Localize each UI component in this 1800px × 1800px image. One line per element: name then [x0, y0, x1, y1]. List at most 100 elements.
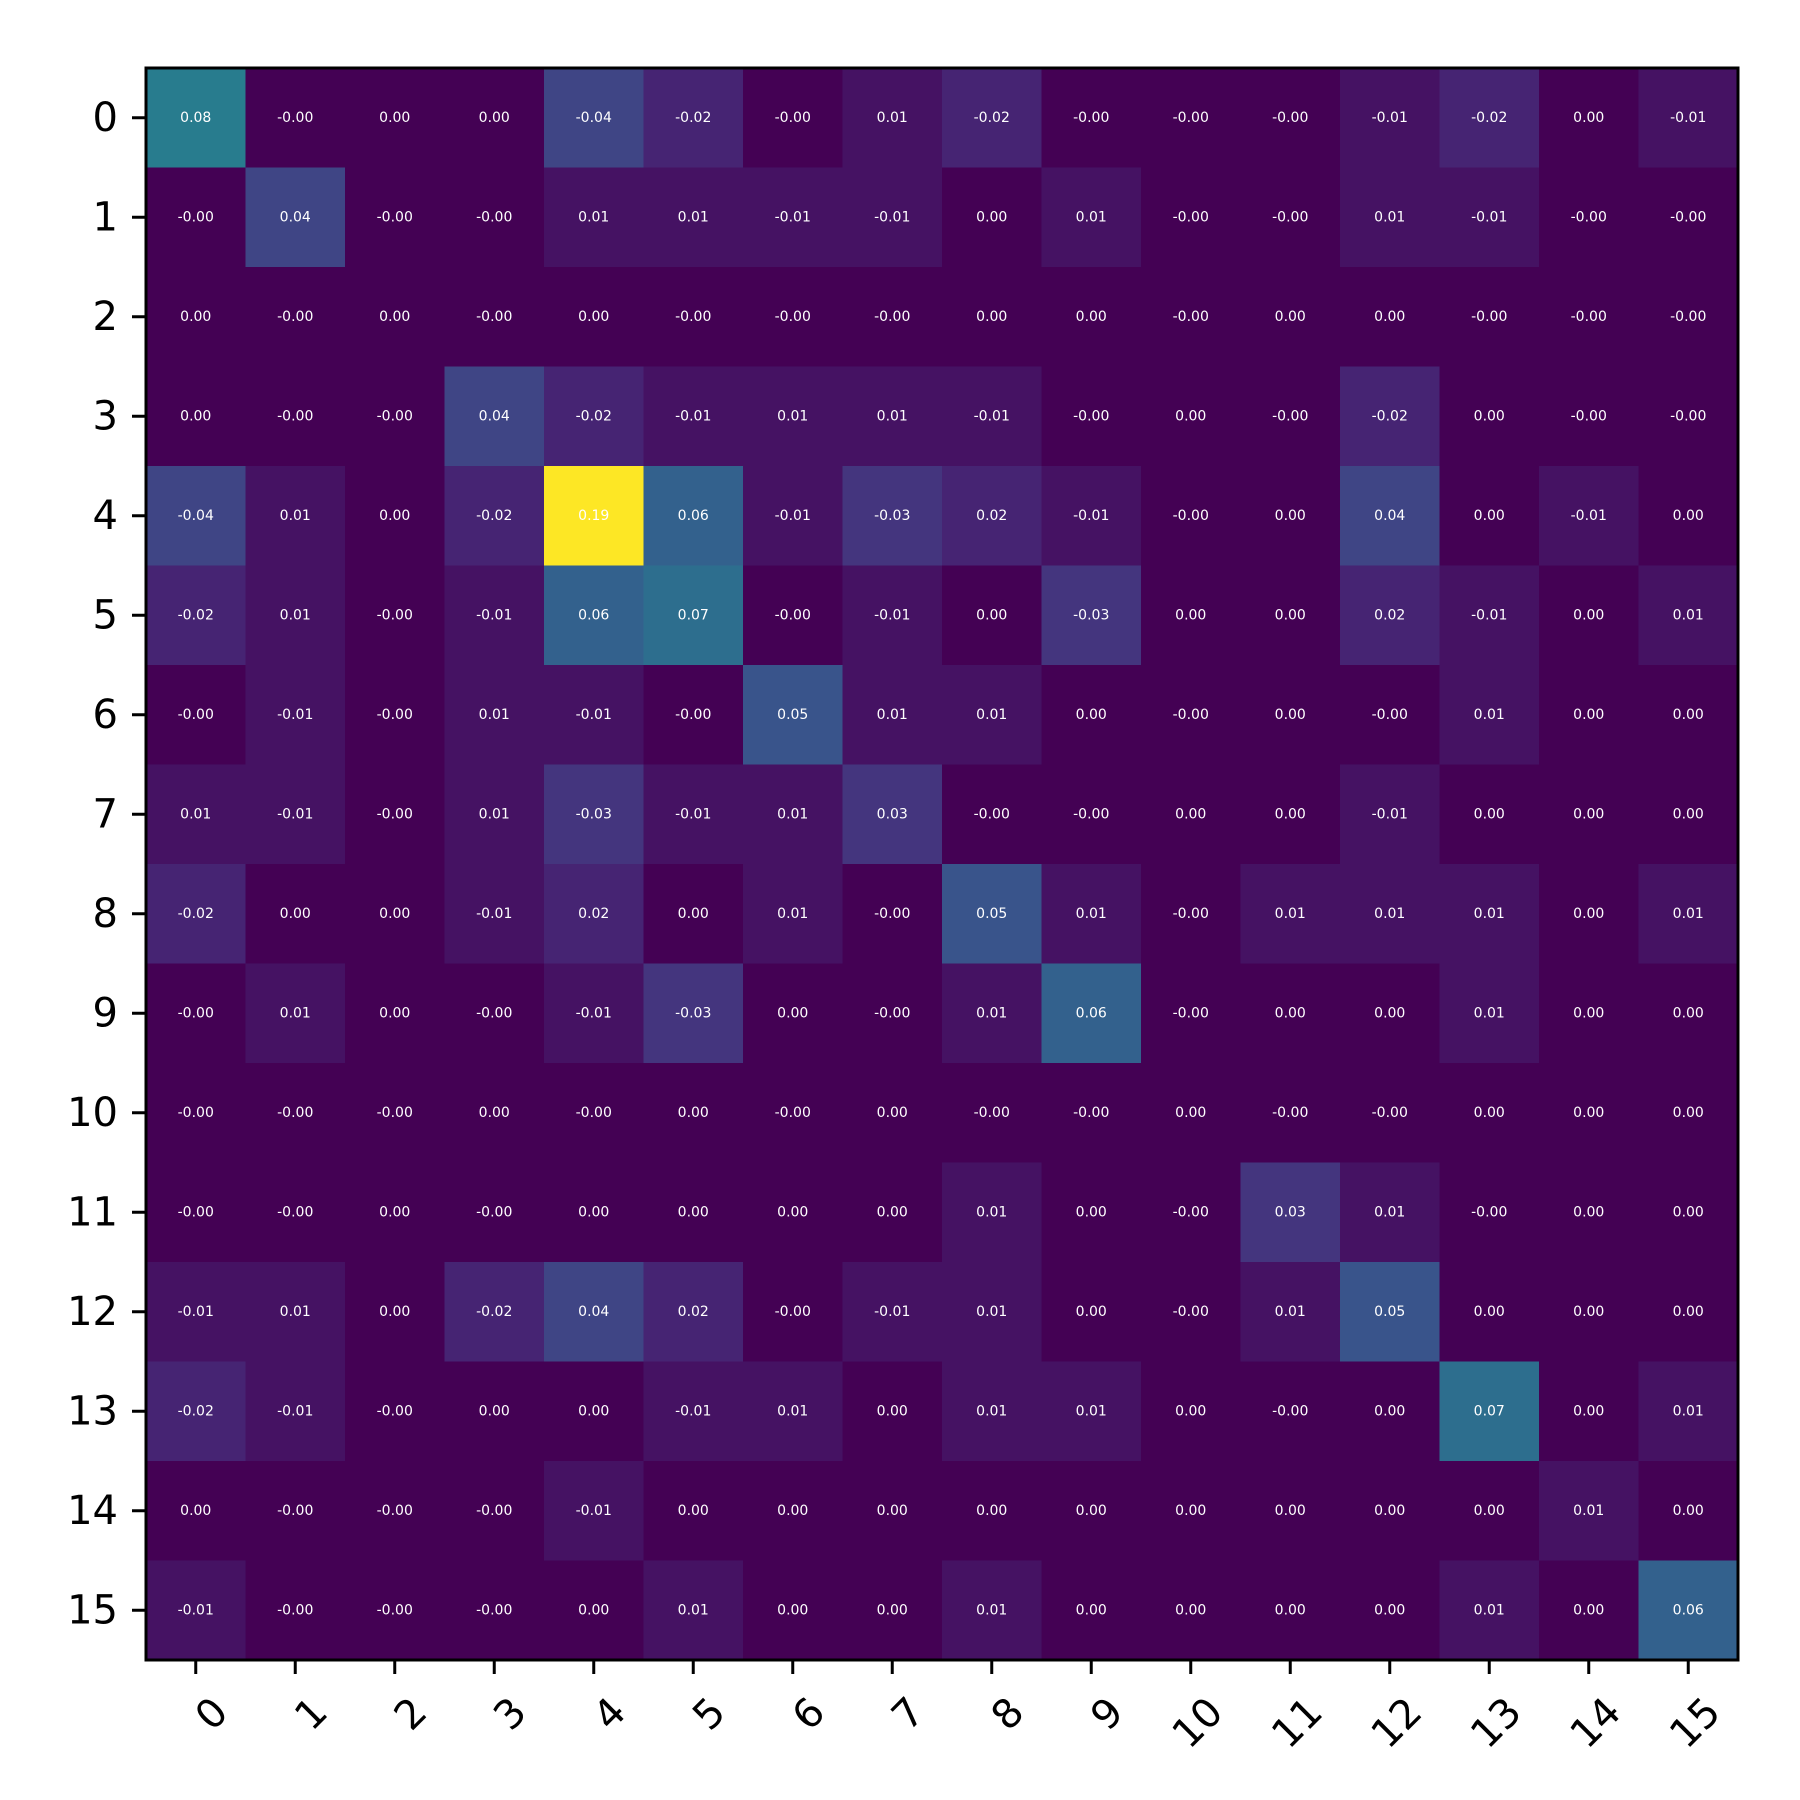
cell-value-label: -0.00	[476, 209, 512, 225]
heatmap-cell-r5-c1	[245, 565, 346, 666]
heatmap-cell-r6-c0	[146, 665, 246, 765]
heatmap-cell-r7-c2	[345, 764, 445, 865]
heatmap-cell-r11-c11	[1240, 1162, 1341, 1263]
cell-value-label: -0.00	[1173, 707, 1209, 723]
heatmap-cell-r2-c2	[345, 267, 445, 367]
heatmap-cell-r7-c8	[942, 764, 1042, 865]
heatmap-cell-r6-c15	[1638, 665, 1739, 765]
heatmap-cell-r9-c1	[245, 963, 346, 1064]
heatmap-cell-r14-c9	[1041, 1461, 1142, 1561]
heatmap-cell-r6-c2	[345, 665, 445, 765]
cell-value-label: 0.06	[678, 508, 709, 524]
cell-value-label: -0.00	[675, 707, 711, 723]
heatmap-cell-r13-c11	[1240, 1361, 1341, 1462]
cell-value-label: -0.00	[277, 1105, 313, 1121]
heatmap-cell-r11-c0	[146, 1162, 246, 1263]
x-tick-label: 11	[1263, 1689, 1332, 1758]
x-tick-label: 5	[684, 1689, 735, 1740]
heatmap-cell-r1-c9	[1041, 167, 1142, 268]
heatmap-cell-r14-c8	[942, 1461, 1042, 1561]
cell-value-label: 0.08	[180, 110, 211, 126]
cell-value-label: 0.00	[1673, 1304, 1704, 1320]
cell-value-label: 0.00	[578, 1602, 609, 1618]
cell-value-label: 0.00	[1275, 508, 1306, 524]
cell-value-label: -0.01	[874, 607, 910, 623]
cell-value-label: -0.00	[277, 1503, 313, 1519]
cell-value-label: -0.00	[1173, 209, 1209, 225]
cell-value-label: 0.00	[180, 408, 211, 424]
heatmap-cell-r4-c10	[1141, 466, 1241, 566]
cell-value-label: 0.00	[1573, 806, 1604, 822]
heatmap-cell-r7-c13	[1439, 764, 1540, 865]
cell-value-label: 0.06	[1673, 1602, 1704, 1618]
cell-value-label: 0.00	[777, 1005, 808, 1021]
cell-value-label: 0.07	[678, 607, 709, 623]
cell-value-label: 0.00	[1673, 806, 1704, 822]
heatmap-cell-r1-c11	[1240, 167, 1341, 268]
cell-value-label: 0.01	[1076, 906, 1107, 922]
heatmap-cell-r0-c12	[1340, 68, 1440, 168]
plot-frame	[144, 66, 1740, 1662]
heatmap-cell-r10-c6	[743, 1063, 843, 1163]
heatmap-cell-r14-c15	[1638, 1461, 1739, 1561]
cell-value-label: -0.02	[1471, 110, 1507, 126]
heatmap-cell-r4-c7	[842, 466, 943, 566]
cell-value-label: 0.01	[877, 408, 908, 424]
cell-value-label: 0.01	[777, 408, 808, 424]
cell-value-label: 0.01	[976, 707, 1007, 723]
cell-value-label: 0.00	[1573, 707, 1604, 723]
cell-value-label: -0.00	[377, 806, 413, 822]
heatmap-cell-r4-c9	[1041, 466, 1142, 566]
heatmap-cell-r8-c13	[1439, 864, 1540, 964]
y-tick-label: 3	[93, 393, 118, 439]
cell-value-label: 0.00	[1374, 1602, 1405, 1618]
cell-value-label: -0.00	[476, 1204, 512, 1220]
cell-value-label: -0.00	[377, 408, 413, 424]
heatmap-cell-r15-c13	[1439, 1560, 1540, 1661]
cell-value-label: -0.00	[1471, 309, 1507, 325]
cell-value-label: -0.00	[1173, 1005, 1209, 1021]
heatmap-cell-r9-c7	[842, 963, 943, 1064]
cell-value-label: -0.00	[377, 607, 413, 623]
heatmap-cell-r15-c12	[1340, 1560, 1440, 1661]
cell-value-label: 0.01	[1474, 906, 1505, 922]
heatmap-cell-r8-c10	[1141, 864, 1241, 964]
cell-value-label: 0.00	[1374, 309, 1405, 325]
heatmap-cell-r4-c13	[1439, 466, 1540, 566]
cell-value-label: 0.00	[1474, 806, 1505, 822]
heatmap-cell-r12-c9	[1041, 1262, 1142, 1362]
cell-value-label: -0.00	[1272, 209, 1308, 225]
heatmap-cell-r10-c1	[245, 1063, 346, 1163]
heatmap-cell-r8-c7	[842, 864, 943, 964]
heatmap-cell-r7-c9	[1041, 764, 1142, 865]
cell-value-label: 0.01	[578, 209, 609, 225]
heatmap-cell-r6-c7	[842, 665, 943, 765]
heatmap-cell-r8-c8	[942, 864, 1042, 964]
cell-value-label: 0.00	[877, 1602, 908, 1618]
heatmap-cell-r2-c1	[245, 267, 346, 367]
heatmap-cell-r11-c8	[942, 1162, 1042, 1263]
cell-value-label: 0.00	[1474, 1105, 1505, 1121]
cell-value-label: 0.00	[1573, 1204, 1604, 1220]
cell-value-label: 0.01	[1474, 1602, 1505, 1618]
heatmap-cell-r3-c11	[1240, 366, 1341, 467]
heatmap-cell-r14-c14	[1539, 1461, 1639, 1561]
cell-value-label: -0.00	[1571, 408, 1607, 424]
heatmap-cell-r5-c6	[743, 565, 843, 666]
heatmap-cell-r2-c12	[1340, 267, 1440, 367]
cell-value-label: 0.00	[1275, 1602, 1306, 1618]
cell-value-label: 0.01	[1374, 906, 1405, 922]
heatmap-cell-r5-c9	[1041, 565, 1142, 666]
x-tick-label: 13	[1462, 1689, 1531, 1758]
cell-value-label: 0.00	[479, 1403, 510, 1419]
cell-value-label: 0.00	[678, 1503, 709, 1519]
cell-value-label: -0.00	[874, 906, 910, 922]
heatmap-cell-r7-c6	[743, 764, 843, 865]
heatmap-cell-r3-c13	[1439, 366, 1540, 467]
cell-value-label: -0.00	[775, 309, 811, 325]
cell-value-label: -0.00	[775, 110, 811, 126]
cell-value-label: 0.00	[1573, 1105, 1604, 1121]
heatmap-cell-r8-c2	[345, 864, 445, 964]
cell-value-label: 0.03	[1275, 1204, 1306, 1220]
